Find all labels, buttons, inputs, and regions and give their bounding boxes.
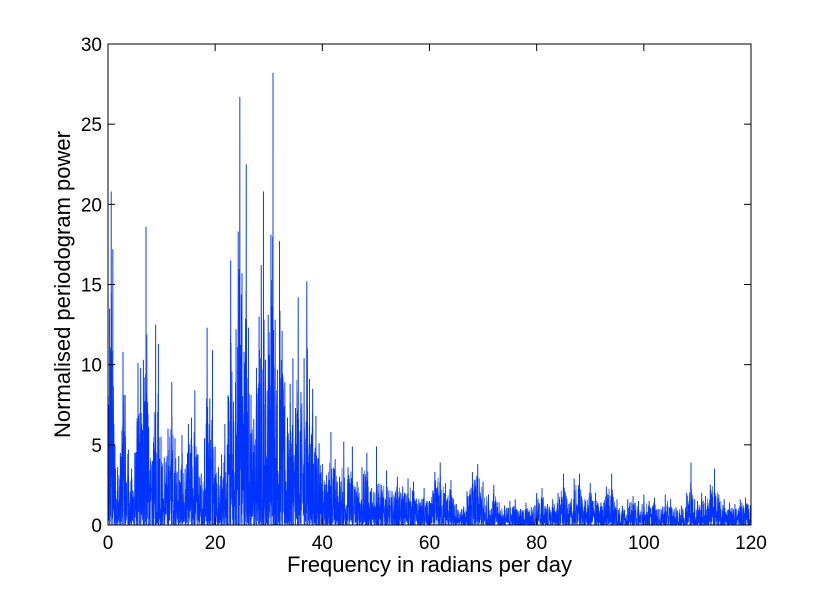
series-layer	[107, 72, 752, 527]
x-tick-label: 120	[735, 533, 767, 554]
y-tick-label: 15	[81, 276, 102, 297]
y-tick-label: 10	[81, 356, 102, 377]
x-tick-label: 100	[628, 533, 660, 554]
x-tick-label: 80	[526, 533, 547, 554]
ticks-layer: 0 20 40 60 80 100 120 0 5 10 15 20 25 30	[81, 35, 767, 554]
x-axis-label: Frequency in radians per day	[287, 552, 572, 577]
x-tick-label: 40	[312, 533, 333, 554]
x-tick-label: 60	[419, 533, 440, 554]
y-tick-label: 30	[81, 35, 102, 56]
plot-area: 0 20 40 60 80 100 120 0 5 10 15 20 25 30	[81, 35, 767, 554]
y-axis-label: Normalised periodogram power	[50, 131, 75, 438]
y-tick-label: 0	[91, 516, 102, 537]
y-tick-label: 20	[81, 195, 102, 216]
x-tick-label: 0	[103, 533, 114, 554]
y-tick-label: 5	[91, 436, 102, 457]
y-tick-label: 25	[81, 115, 102, 136]
x-tick-label: 20	[205, 533, 226, 554]
